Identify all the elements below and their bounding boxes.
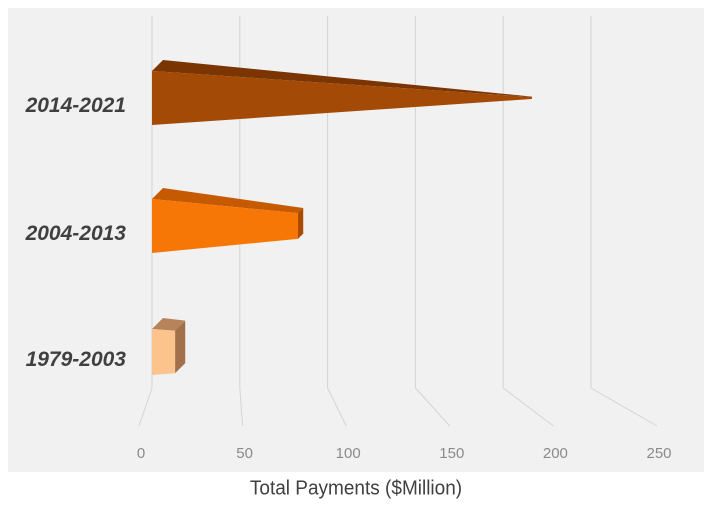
bar-end-face bbox=[175, 320, 186, 374]
chart-area: 0 50 100 150 200 250 2014-2021 2004-2013 1979-20… bbox=[8, 8, 704, 472]
x-axis-title: Total Payments ($Million) bbox=[249, 477, 463, 500]
bar-top-face bbox=[152, 60, 532, 97]
gridline-floor bbox=[590, 387, 658, 427]
gridline-floor bbox=[502, 387, 554, 427]
bar-front-face bbox=[152, 199, 298, 253]
gridline-floor bbox=[327, 387, 347, 427]
x-tick-label: 200 bbox=[543, 445, 568, 462]
bar-end-face bbox=[297, 207, 304, 239]
bar-chart: 0 50 100 150 200 250 2014-2021 2004-2013 1979-20… bbox=[25, 16, 672, 462]
gridline-floor bbox=[415, 387, 451, 427]
bar-top-face bbox=[152, 188, 304, 214]
gridline-floor bbox=[138, 387, 153, 427]
x-tick-label: 50 bbox=[236, 445, 253, 462]
x-tick-label: 150 bbox=[439, 445, 464, 462]
bar-top-face bbox=[152, 318, 186, 331]
gridline-floor bbox=[239, 387, 244, 427]
x-tick-label: 0 bbox=[137, 445, 145, 462]
y-category-label: 1979-2003 bbox=[26, 348, 127, 371]
x-tick-label: 100 bbox=[336, 445, 361, 462]
bar-front-face bbox=[152, 329, 176, 375]
x-tick-label: 250 bbox=[646, 445, 671, 462]
bar-front-face bbox=[152, 71, 532, 125]
y-category-label: 2004-2013 bbox=[25, 222, 127, 245]
y-category-label: 2014-2021 bbox=[25, 94, 126, 117]
